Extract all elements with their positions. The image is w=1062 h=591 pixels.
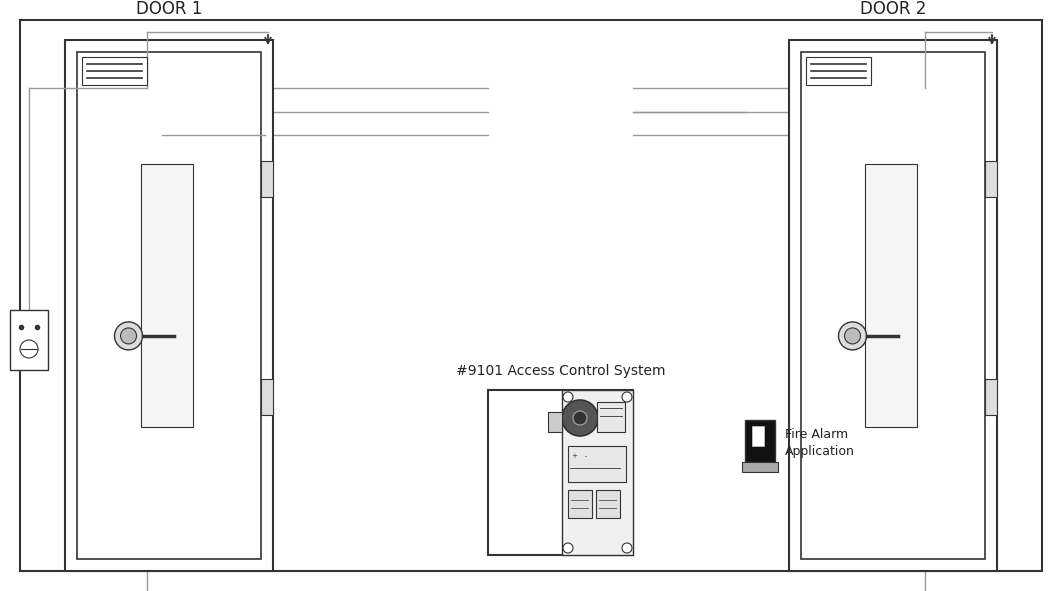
Text: +   -: + - bbox=[572, 453, 587, 459]
Bar bbox=[984, 161, 997, 197]
Bar bbox=[596, 490, 620, 518]
Bar bbox=[562, 390, 633, 555]
Circle shape bbox=[844, 328, 860, 344]
Text: DOOR 1: DOOR 1 bbox=[136, 0, 202, 18]
Circle shape bbox=[563, 392, 573, 402]
Circle shape bbox=[115, 322, 142, 350]
Text: Fire Alarm: Fire Alarm bbox=[785, 427, 849, 440]
Circle shape bbox=[562, 400, 598, 436]
Circle shape bbox=[622, 543, 632, 553]
Circle shape bbox=[563, 543, 573, 553]
Bar bbox=[489, 390, 633, 555]
Circle shape bbox=[839, 322, 867, 350]
Bar bbox=[10, 310, 48, 370]
Bar bbox=[65, 40, 273, 571]
Bar bbox=[548, 412, 562, 432]
Circle shape bbox=[120, 328, 137, 344]
Bar bbox=[801, 52, 984, 559]
Circle shape bbox=[622, 392, 632, 402]
Bar bbox=[568, 490, 592, 518]
Bar bbox=[752, 426, 764, 446]
Bar bbox=[568, 446, 626, 482]
Bar bbox=[261, 161, 273, 197]
Circle shape bbox=[20, 340, 38, 358]
Bar bbox=[742, 462, 778, 472]
Bar bbox=[746, 420, 775, 462]
Bar bbox=[597, 402, 626, 432]
Bar bbox=[78, 52, 261, 559]
Bar bbox=[141, 164, 193, 427]
Text: Application: Application bbox=[785, 446, 855, 459]
Text: #9101 Access Control System: #9101 Access Control System bbox=[456, 364, 665, 378]
Circle shape bbox=[573, 411, 587, 425]
Bar bbox=[82, 57, 147, 85]
Text: DOOR 2: DOOR 2 bbox=[860, 0, 926, 18]
Bar bbox=[806, 57, 871, 85]
Bar bbox=[789, 40, 997, 571]
Bar bbox=[984, 379, 997, 415]
Bar bbox=[866, 164, 917, 427]
Bar bbox=[261, 379, 273, 415]
